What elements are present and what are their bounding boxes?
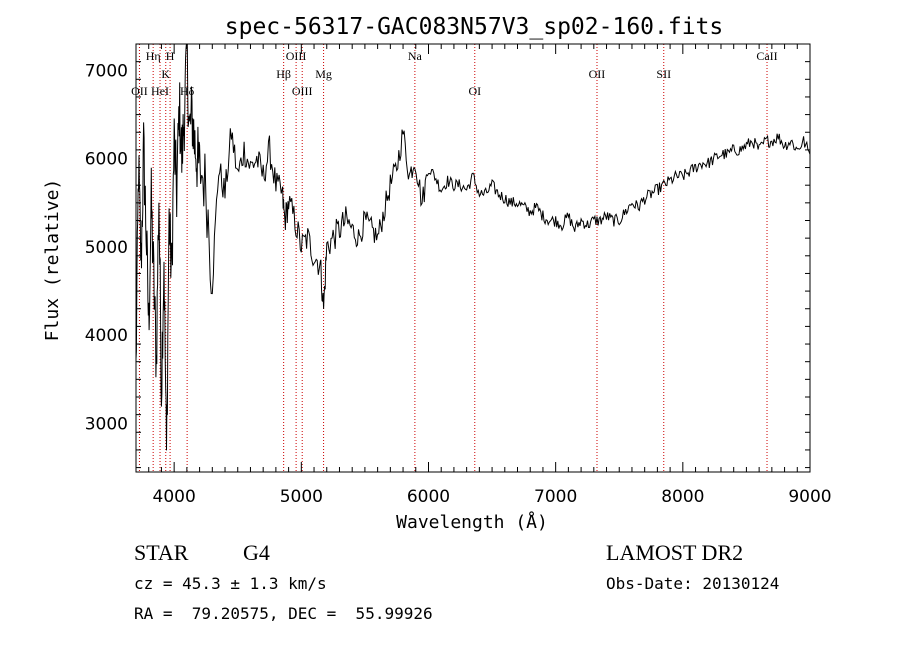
line-label-8: OIII <box>292 84 313 98</box>
x-axis-label: Wavelength (Å) <box>396 511 548 533</box>
x-tick-label: 9000 <box>788 487 831 507</box>
y-tick-label: 7000 <box>85 61 128 81</box>
x-tick-label: 7000 <box>534 487 577 507</box>
object-subclass: G4 <box>243 540 270 565</box>
x-tick-label: 4000 <box>153 487 196 507</box>
line-label-7: OIII <box>286 49 307 63</box>
x-tick-label: 5000 <box>280 487 323 507</box>
line-label-1: Hη <box>146 49 161 63</box>
y-tick-label: 6000 <box>85 150 128 170</box>
y-tick-label: 5000 <box>85 238 128 258</box>
obs-date-text: Obs-Date: 20130124 <box>606 574 780 593</box>
y-tick-label: 4000 <box>85 326 128 346</box>
line-label-3: K <box>161 67 170 81</box>
chart-title: spec-56317-GAC083N57V3_sp02-160.fits <box>225 14 724 40</box>
line-label-12: OII <box>589 67 606 81</box>
spectrum-chart: spec-56317-GAC083N57V3_sp02-160.fits OII… <box>42 14 832 533</box>
x-tick-label: 8000 <box>661 487 704 507</box>
line-label-9: Mg <box>315 67 332 81</box>
x-tick-label: 6000 <box>407 487 450 507</box>
line-label-14: CaII <box>756 49 777 63</box>
redshift-text: cz = 45.3 ± 1.3 km/s <box>134 574 327 593</box>
survey-name: LAMOST DR2 <box>606 540 744 565</box>
line-label-13: SII <box>656 67 671 81</box>
spectrum-line-0 <box>135 43 811 451</box>
line-label-0: OII <box>131 84 148 98</box>
line-label-4: H <box>166 49 175 63</box>
y-axis-label: Flux (relative) <box>42 179 63 342</box>
object-class: STAR <box>134 540 189 565</box>
y-tick-label: 3000 <box>85 414 128 434</box>
plot-frame <box>135 43 811 473</box>
coordinates-text: RA = 79.20575, DEC = 55.99926 <box>134 604 433 623</box>
line-label-2: HeI <box>151 84 169 98</box>
line-label-10: Na <box>408 49 423 63</box>
line-label-11: OI <box>468 84 481 98</box>
axis-ticks: 4000 5000 6000 7000 8000 9000 3000 4000 5000 6000… <box>85 43 832 507</box>
line-label-6: Hβ <box>276 67 291 81</box>
spectrum-series <box>135 43 811 451</box>
